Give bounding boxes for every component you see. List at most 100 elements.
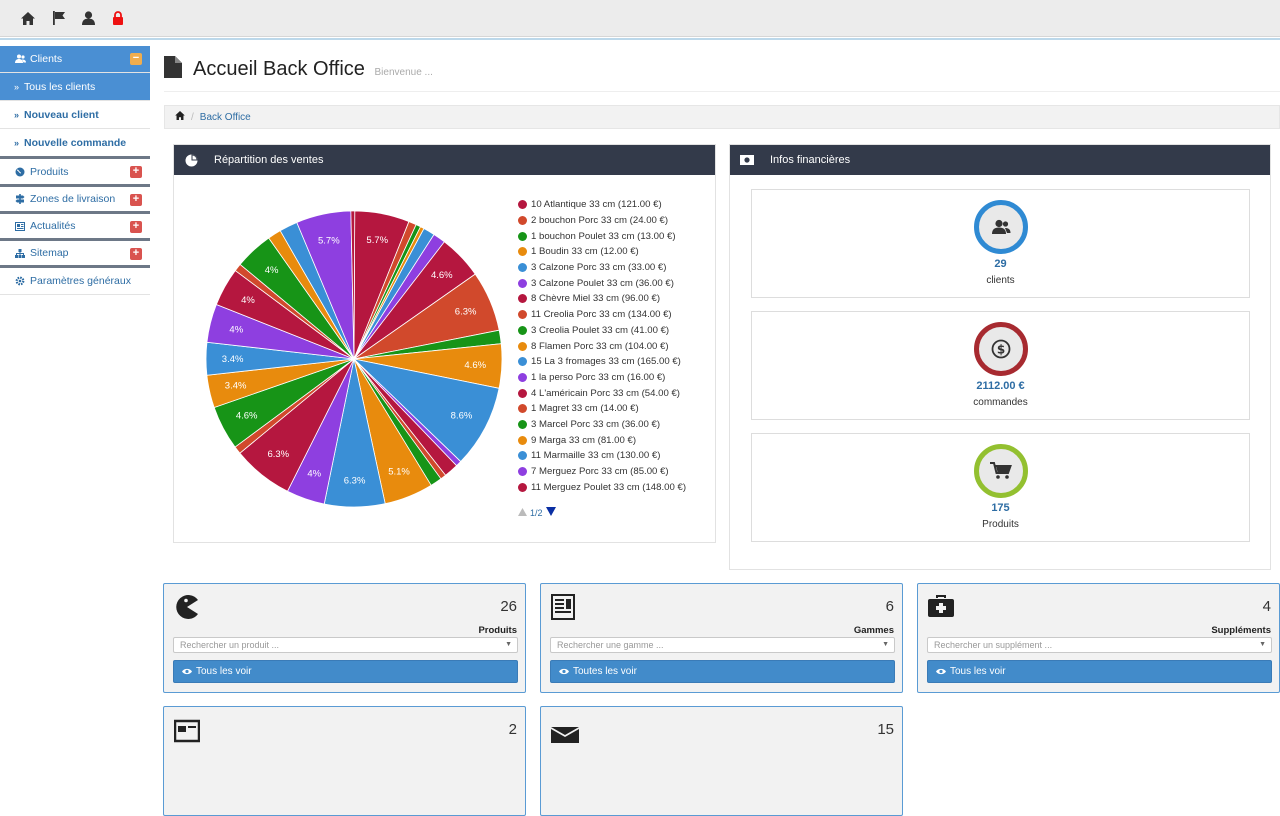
pie-slice[interactable] (352, 358, 500, 463)
sidebar-item-sitemap[interactable]: Sitemap + (0, 241, 150, 268)
financial-info-panel: Infos financières 29 clients $ 2112.00 €… (729, 144, 1271, 570)
legend-label: 8 Flamen Porc 33 cm (104.00 €) (531, 340, 669, 352)
pager-down-icon[interactable] (545, 507, 556, 518)
legend-item[interactable]: 11 Merguez Poulet 33 cm (148.00 €) (518, 479, 686, 495)
legend-item[interactable]: 8 Flamen Porc 33 cm (104.00 €) (518, 338, 686, 354)
dollar-icon: $ (974, 322, 1028, 376)
pie-slice-label: 6.3% (344, 475, 366, 486)
legend-label: 11 Creolia Porc 33 cm (134.00 €) (531, 309, 672, 321)
legend-item[interactable]: 3 Calzone Poulet 33 cm (36.00 €) (518, 275, 686, 291)
legend-item[interactable]: 9 Marga 33 cm (81.00 €) (518, 432, 686, 448)
expand-toggle[interactable]: + (130, 248, 142, 260)
sidebar-item-produits[interactable]: Produits + (0, 159, 150, 187)
chevron-right-icon: » (14, 137, 20, 148)
lock-icon[interactable] (110, 10, 126, 26)
legend-item[interactable]: 11 Creolia Porc 33 cm (134.00 €) (518, 307, 686, 323)
legend-item[interactable]: 10 Atlantique 33 cm (121.00 €) (518, 197, 686, 213)
sidebar-item-label: Sitemap (30, 247, 69, 259)
panel-header: Infos financières (730, 145, 1270, 175)
gear-icon (14, 275, 26, 287)
legend-item[interactable]: 1 Magret 33 cm (14.00 €) (518, 401, 686, 417)
expand-toggle[interactable]: + (130, 166, 142, 178)
product-search-select[interactable]: Rechercher un produit ... ▼ (173, 637, 518, 653)
collapse-toggle[interactable]: − (130, 53, 142, 65)
home-icon[interactable] (175, 111, 185, 123)
see-all-gammes-button[interactable]: Toutes les voir (550, 660, 895, 683)
legend-label: 1 bouchon Poulet 33 cm (13.00 €) (531, 230, 676, 242)
legend-item[interactable]: 1 bouchon Poulet 33 cm (13.00 €) (518, 228, 686, 244)
card-count: 2 (508, 721, 517, 738)
legend-item[interactable]: 3 Creolia Poulet 33 cm (41.00 €) (518, 323, 686, 339)
legend-item[interactable]: 1 la perso Porc 33 cm (16.00 €) (518, 370, 686, 386)
page-title: Accueil Back Office Bienvenue ... (193, 58, 433, 81)
legend-item[interactable]: 1 Boudin 33 cm (12.00 €) (518, 244, 686, 260)
pie-slice[interactable] (350, 210, 356, 360)
page-subtitle: Bienvenue ... (374, 67, 433, 78)
legend-swatch (518, 247, 527, 257)
pie-slice-label: 6.3% (267, 449, 289, 460)
card-title: Suppléments (1211, 625, 1271, 636)
supplement-search-select[interactable]: Rechercher un supplément ... ▼ (927, 637, 1272, 653)
stat-products[interactable]: 175 Produits (751, 433, 1250, 542)
legend-item[interactable]: 7 Merguez Porc 33 cm (85.00 €) (518, 464, 686, 480)
topbar-accent-line (0, 38, 1280, 40)
pie-slice-label: 4.6% (431, 270, 453, 281)
button-label: Toutes les voir (573, 666, 637, 677)
flag-icon[interactable] (51, 10, 67, 26)
legend-swatch (518, 294, 527, 304)
sidebar-item-clients[interactable]: Clients − (0, 46, 150, 73)
users-icon (14, 53, 26, 65)
legend-label: 1 Boudin 33 cm (12.00 €) (531, 246, 639, 258)
eye-icon (936, 668, 946, 675)
legend-item[interactable]: 4 L'américain Porc 33 cm (54.00 €) (518, 385, 686, 401)
pie-slice-label: 4.6% (236, 411, 258, 422)
card-title: Produits (478, 625, 517, 636)
legend-swatch (518, 388, 527, 398)
sidebar-item-zones-livraison[interactable]: Zones de livraison + (0, 187, 150, 214)
pie-chart-icon (184, 153, 198, 167)
sidebar-item-actualites[interactable]: Actualités + (0, 214, 150, 241)
legend-swatch (518, 467, 527, 477)
legend-label: 11 Marmaille 33 cm (130.00 €) (531, 450, 661, 462)
legend-item[interactable]: 8 Chèvre Miel 33 cm (96.00 €) (518, 291, 686, 307)
panel-title: Répartition des ventes (214, 154, 324, 166)
pie-slice-label: 3.4% (225, 381, 247, 392)
stat-label: Produits (982, 519, 1019, 530)
stat-value: 175 (991, 502, 1010, 514)
sidebar-item-new-order[interactable]: » Nouvelle commande (0, 129, 150, 159)
top-navbar (0, 0, 1280, 37)
eye-icon (559, 668, 569, 675)
sidebar-item-label: Actualités (30, 220, 76, 232)
legend-swatch (518, 278, 527, 288)
legend-swatch (518, 482, 527, 492)
stat-clients[interactable]: 29 clients (751, 189, 1250, 298)
stat-orders[interactable]: $ 2112.00 € commandes (751, 311, 1250, 420)
stat-value: 2112.00 € (976, 380, 1025, 392)
card-produits: 26 Produits Rechercher un produit ... ▼ … (163, 583, 526, 693)
legend-item[interactable]: 11 Marmaille 33 cm (130.00 €) (518, 448, 686, 464)
gamme-search-select[interactable]: Rechercher une gamme ... ▼ (550, 637, 895, 653)
user-icon[interactable] (80, 10, 96, 26)
sidebar-item-parametres[interactable]: Paramètres généraux (0, 268, 150, 295)
sidebar-item-all-clients[interactable]: » Tous les clients (0, 73, 150, 101)
legend-item[interactable]: 2 bouchon Porc 33 cm (24.00 €) (518, 213, 686, 229)
expand-toggle[interactable]: + (130, 194, 142, 206)
pager-up-icon[interactable] (518, 507, 527, 518)
see-all-products-button[interactable]: Tous les voir (173, 660, 518, 683)
legend-label: 15 La 3 fromages 33 cm (165.00 €) (531, 356, 681, 368)
breadcrumb-current[interactable]: Back Office (199, 111, 251, 123)
legend-item[interactable]: 15 La 3 fromages 33 cm (165.00 €) (518, 354, 686, 370)
legend-swatch (518, 310, 527, 320)
sidebar-item-new-client[interactable]: » Nouveau client (0, 101, 150, 129)
stat-label: commandes (973, 397, 1028, 408)
home-icon[interactable] (20, 10, 36, 26)
expand-toggle[interactable]: + (130, 221, 142, 233)
page-header: Accueil Back Office Bienvenue ... (164, 54, 1280, 92)
see-all-supplements-button[interactable]: Tous les voir (927, 660, 1272, 683)
cart-icon (974, 444, 1028, 498)
card-supplements: 4 Suppléments Rechercher un supplément .… (917, 583, 1280, 693)
legend-item[interactable]: 3 Marcel Porc 33 cm (36.00 €) (518, 417, 686, 433)
button-label: Tous les voir (196, 666, 252, 677)
legend-item[interactable]: 3 Calzone Porc 33 cm (33.00 €) (518, 260, 686, 276)
pie-slice-label: 3.4% (222, 354, 244, 365)
